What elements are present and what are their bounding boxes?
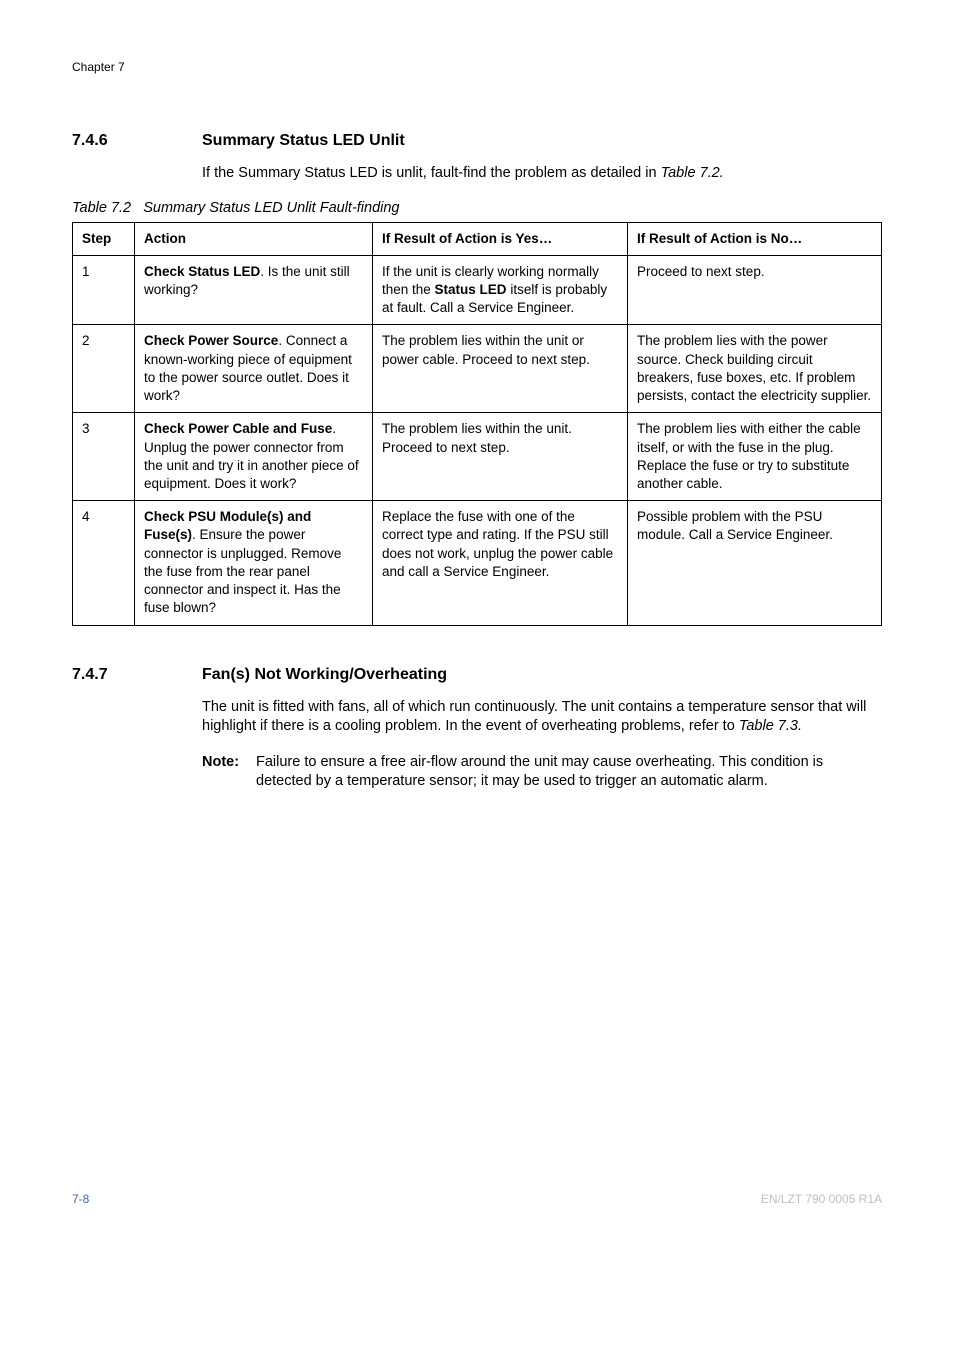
doc-id: EN/LZT 790 0005 R1A — [761, 1192, 882, 1206]
col-action: Action — [135, 222, 373, 255]
cell-action: Check Power Cable and Fuse. Unplug the p… — [135, 413, 373, 501]
table-row: 4 Check PSU Module(s) and Fuse(s). Ensur… — [73, 501, 882, 625]
intro-ref: Table 7.2. — [661, 165, 724, 181]
col-no: If Result of Action is No… — [628, 222, 882, 255]
action-bold: Check Power Source — [144, 333, 278, 348]
section-title: Summary Status LED Unlit — [202, 132, 405, 150]
section-para: The unit is fitted with fans, all of whi… — [202, 698, 882, 737]
section-number: 7.4.6 — [72, 132, 202, 150]
table-caption-text: Summary Status LED Unlit Fault-finding — [143, 200, 399, 216]
cell-step: 2 — [73, 325, 135, 413]
cell-no: Possible problem with the PSU module. Ca… — [628, 501, 882, 625]
table-row: 2 Check Power Source. Connect a known-wo… — [73, 325, 882, 413]
cell-no: The problem lies with either the cable i… — [628, 413, 882, 501]
table-caption-num: Table 7.2 — [72, 200, 131, 216]
section-7-4-6-heading: 7.4.6 Summary Status LED Unlit — [72, 132, 882, 150]
action-bold: Check Status LED — [144, 264, 260, 279]
cell-yes: The problem lies within the unit. Procee… — [373, 413, 628, 501]
table-caption: Table 7.2 Summary Status LED Unlit Fault… — [72, 200, 882, 216]
cell-action: Check PSU Module(s) and Fuse(s). Ensure … — [135, 501, 373, 625]
col-step: Step — [73, 222, 135, 255]
para-ref: Table 7.3. — [739, 718, 802, 734]
section-number: 7.4.7 — [72, 666, 202, 684]
cell-step: 1 — [73, 255, 135, 325]
table-row: 1 Check Status LED. Is the unit still wo… — [73, 255, 882, 325]
cell-action: Check Status LED. Is the unit still work… — [135, 255, 373, 325]
yes-bold: Status LED — [435, 282, 507, 297]
table-row: 3 Check Power Cable and Fuse. Unplug the… — [73, 413, 882, 501]
section-intro: If the Summary Status LED is unlit, faul… — [202, 164, 882, 184]
running-head: Chapter 7 — [72, 60, 882, 74]
fault-table: Step Action If Result of Action is Yes… … — [72, 222, 882, 626]
note: Note: Failure to ensure a free air-flow … — [202, 753, 882, 792]
cell-step: 3 — [73, 413, 135, 501]
cell-step: 4 — [73, 501, 135, 625]
cell-yes: The problem lies within the unit or powe… — [373, 325, 628, 413]
cell-yes: If the unit is clearly working normally … — [373, 255, 628, 325]
section-7-4-7-heading: 7.4.7 Fan(s) Not Working/Overheating — [72, 666, 882, 684]
cell-no: The problem lies with the power source. … — [628, 325, 882, 413]
intro-text: If the Summary Status LED is unlit, faul… — [202, 165, 661, 181]
note-text: Failure to ensure a free air-flow around… — [256, 753, 882, 792]
page-number: 7-8 — [72, 1192, 89, 1206]
table-header-row: Step Action If Result of Action is Yes… … — [73, 222, 882, 255]
cell-no: Proceed to next step. — [628, 255, 882, 325]
col-yes: If Result of Action is Yes… — [373, 222, 628, 255]
cell-action: Check Power Source. Connect a known-work… — [135, 325, 373, 413]
cell-yes: Replace the fuse with one of the correct… — [373, 501, 628, 625]
section-title: Fan(s) Not Working/Overheating — [202, 666, 447, 684]
note-label: Note: — [202, 753, 256, 792]
action-bold: Check Power Cable and Fuse — [144, 421, 332, 436]
page-footer: 7-8 EN/LZT 790 0005 R1A — [0, 1192, 954, 1246]
